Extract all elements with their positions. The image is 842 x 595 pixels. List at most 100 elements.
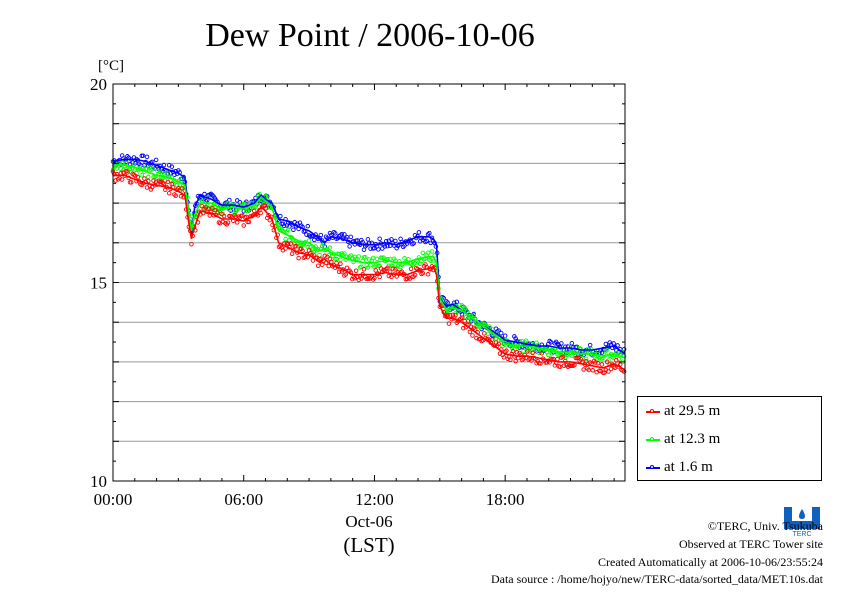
data-point <box>616 356 622 362</box>
data-point <box>263 205 269 211</box>
data-point <box>376 247 381 252</box>
data-point <box>359 276 364 281</box>
chart-title: Dew Point / 2006-10-06 <box>205 17 535 54</box>
data-point <box>393 267 398 272</box>
data-point <box>281 223 287 229</box>
data-point <box>487 324 492 329</box>
data-point <box>140 153 146 158</box>
data-point <box>462 305 467 310</box>
data-point <box>461 325 466 331</box>
data-point <box>142 176 147 181</box>
data-point <box>338 261 343 267</box>
data-point <box>319 262 325 267</box>
data-point <box>474 335 479 341</box>
data-point <box>322 253 328 259</box>
created-text: Created Automatically at 2006-10-06/23:5… <box>598 555 823 569</box>
data-point <box>246 219 252 225</box>
legend-entry-1-6m: at 1.6 m <box>646 457 713 477</box>
data-point <box>293 243 299 249</box>
series-line-0 <box>113 174 626 371</box>
data-point <box>508 357 513 362</box>
data-point <box>338 257 343 262</box>
data-point <box>342 251 347 256</box>
data-point <box>489 337 495 342</box>
data-point <box>530 350 535 356</box>
data-point <box>504 348 509 353</box>
data-point <box>377 274 382 280</box>
data-point <box>343 272 348 277</box>
data-point <box>283 236 288 242</box>
data-point <box>583 358 589 364</box>
data-point <box>149 166 155 172</box>
data-point <box>365 265 371 270</box>
data-point <box>587 342 593 348</box>
data-point <box>590 368 596 373</box>
data-point <box>166 190 172 196</box>
data-point <box>317 252 322 258</box>
data-point <box>446 321 452 326</box>
legend-label: at 12.3 m <box>664 431 721 447</box>
data-point <box>561 363 567 368</box>
legend-swatch-red <box>646 408 660 413</box>
series-layer <box>110 153 627 375</box>
data-point <box>454 299 460 305</box>
legend: at 29.5 m at 12.3 m at 1.6 m <box>637 396 822 481</box>
data-point <box>288 241 294 246</box>
data-point <box>513 358 518 364</box>
legend-label: at 1.6 m <box>664 459 713 475</box>
data-point <box>374 256 380 262</box>
data-point <box>411 241 416 246</box>
data-point <box>406 256 411 262</box>
data-point <box>300 248 305 253</box>
data-point <box>546 352 551 358</box>
data-source-text: Data source : /home/hojyo/new/TERC-data/… <box>490 572 823 586</box>
data-point <box>424 238 429 244</box>
data-point <box>305 254 311 260</box>
data-point <box>178 193 184 199</box>
data-point <box>169 164 175 169</box>
data-point <box>621 347 627 352</box>
data-point <box>153 157 159 163</box>
series-line-2 <box>112 158 626 355</box>
data-point <box>603 341 609 347</box>
data-point <box>139 173 145 178</box>
data-point <box>245 208 250 214</box>
x-unit-label: (LST) <box>343 533 394 557</box>
data-point <box>420 250 426 256</box>
data-point <box>599 350 605 355</box>
data-point <box>525 349 530 354</box>
data-point <box>425 272 431 277</box>
data-point <box>523 338 529 343</box>
data-point <box>538 361 543 366</box>
x-tick-label: 12:00 <box>355 490 394 509</box>
data-point <box>569 341 575 346</box>
data-point <box>380 246 385 251</box>
data-point <box>255 213 261 218</box>
data-point <box>263 193 269 199</box>
data-point <box>202 191 207 197</box>
data-point <box>560 354 565 359</box>
data-point <box>180 186 185 191</box>
data-point <box>427 230 432 236</box>
data-point <box>521 348 526 354</box>
data-point <box>278 213 283 219</box>
data-point <box>377 236 382 241</box>
data-point <box>581 367 586 372</box>
data-point <box>310 258 316 263</box>
data-point <box>496 341 501 347</box>
data-point <box>233 214 239 220</box>
data-point <box>599 362 605 367</box>
data-point <box>296 255 301 261</box>
data-point <box>595 360 601 366</box>
y-tick-label: 15 <box>90 274 107 293</box>
data-point <box>593 360 598 365</box>
data-point <box>467 329 473 335</box>
data-point <box>448 312 453 318</box>
data-point <box>514 350 520 355</box>
data-point <box>604 347 610 353</box>
data-point <box>221 213 227 219</box>
data-point <box>129 180 134 185</box>
data-point <box>502 333 508 338</box>
data-point <box>241 223 246 228</box>
